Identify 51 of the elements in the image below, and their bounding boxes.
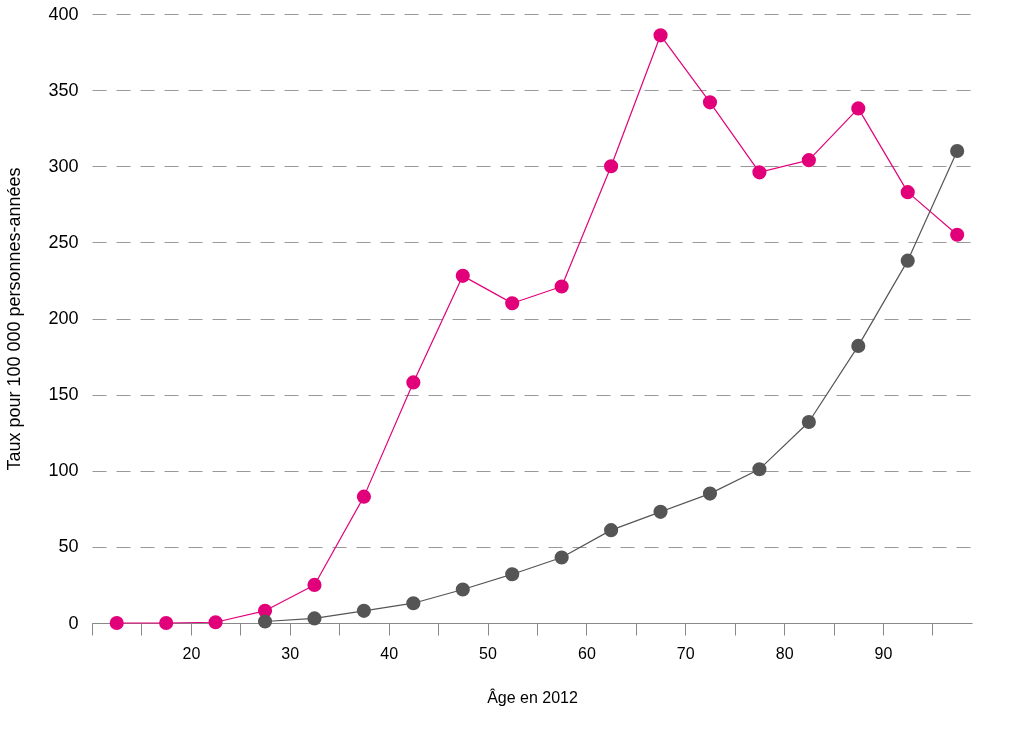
point [356,603,371,618]
x-tick-label: 70 [676,644,695,662]
y-tick-label: 50 [58,536,79,557]
point [752,165,767,180]
y-tick-label: 150 [48,384,79,405]
point [307,611,322,626]
point [900,185,915,200]
point [604,159,619,174]
y-tick-label: 0 [68,612,79,633]
x-tick-label: 30 [281,644,300,662]
point [653,504,668,519]
x-tick-label: 90 [874,644,893,662]
point [653,28,668,43]
point [307,577,322,592]
point [455,268,470,283]
point [109,615,124,631]
point [505,567,520,582]
point [604,523,619,538]
point [554,550,569,565]
point [851,101,866,116]
point [702,486,718,501]
point [257,614,273,629]
point [455,582,470,597]
x-tick-label: 20 [182,644,201,662]
y-tick-label: 300 [48,155,79,176]
point [406,375,421,390]
point [950,143,965,159]
point [554,279,569,294]
point [801,414,816,430]
y-tick-label: 250 [48,231,79,252]
x-tick-label: 50 [479,644,498,662]
point [702,95,718,110]
point [406,596,421,611]
y-axis-title: Taux pour 100 000 personnes-années [4,167,25,471]
point [950,227,965,242]
point [851,338,866,353]
y-tick-label: 200 [48,308,79,328]
point [900,253,915,268]
y-tick-label: 100 [48,460,79,481]
point [208,615,223,630]
point [752,462,767,477]
y-tick-label: 350 [48,79,79,100]
x-axis-title: Âge en 2012 [487,687,578,706]
point [356,489,371,504]
x-tick-label: 60 [577,644,596,662]
x-tick-label: 40 [380,644,399,662]
point [505,296,520,311]
point [801,153,816,168]
x-tick-label: 80 [775,644,794,662]
point [159,615,174,631]
y-tick-label: 400 [48,3,79,24]
